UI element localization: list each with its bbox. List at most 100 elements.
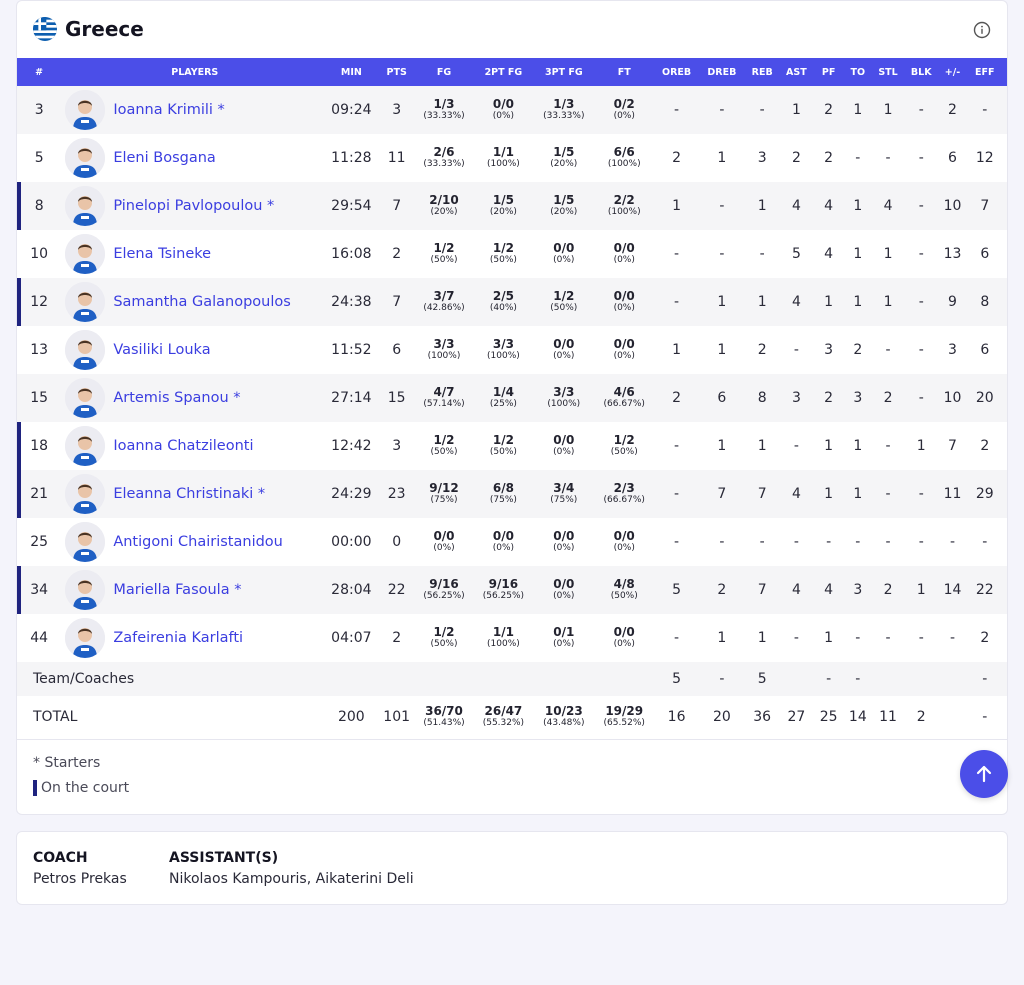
- player-name-link[interactable]: Ioanna Krimili *: [113, 102, 225, 118]
- fg2: 1/5 (20%): [469, 182, 537, 230]
- legend-starters: * Starters: [33, 755, 101, 771]
- player-number: 25: [30, 534, 49, 550]
- points: 2: [392, 246, 402, 262]
- team-stat-reb: 5: [757, 671, 767, 687]
- fg3-percentage: (100%): [547, 399, 581, 409]
- fg3: 0/1 (0%): [538, 614, 590, 662]
- team-coaches-label: Team/Coaches: [33, 671, 135, 687]
- stat-eff: 2: [980, 438, 990, 454]
- fg: 3/7 (42.86%): [419, 278, 469, 326]
- fg2-percentage: (20%): [489, 207, 517, 217]
- stat-blk: 1: [916, 582, 926, 598]
- stat-blk: -: [918, 390, 924, 406]
- on-court-bar-icon: [33, 780, 37, 796]
- total-stat-stl: 11: [879, 709, 897, 726]
- fg2-made-attempted: 1/4: [492, 385, 514, 399]
- scroll-to-top-button[interactable]: [960, 750, 1008, 798]
- fg3-made-attempted: 0/1: [553, 625, 575, 639]
- stat-stl: -: [885, 150, 891, 166]
- stat-reb: 1: [757, 630, 767, 646]
- stat-ast: 3: [791, 390, 801, 406]
- fg-made-attempted: 1/2: [433, 433, 455, 447]
- fg3-percentage: (0%): [553, 447, 575, 457]
- fg3: 0/0 (0%): [538, 566, 590, 614]
- stat-stl: -: [885, 486, 891, 502]
- stat-blk: -: [918, 294, 924, 310]
- fg: 1/3 (33.33%): [419, 86, 469, 134]
- stat-eff: 2: [980, 630, 990, 646]
- fg3-made-attempted: 0/0: [553, 337, 575, 351]
- stat-ast: -: [793, 342, 799, 358]
- legend: * Starters On the court: [33, 755, 129, 796]
- stat-reb: 1: [757, 438, 767, 454]
- box-score-card: Greece # PLAYERS MIN PTS FG 2PT FG 3PT FG FT ORE…: [16, 0, 1008, 815]
- player-name-link[interactable]: Eleanna Christinaki *: [113, 486, 266, 502]
- total-stat-oreb: 16: [667, 709, 686, 726]
- fg-made-attempted: 3/7: [433, 289, 455, 303]
- stat-to: 1: [853, 294, 863, 310]
- stat-to: 3: [853, 390, 863, 406]
- player-name-link[interactable]: Samantha Galanopoulos: [113, 294, 291, 310]
- fg3-percentage: (0%): [553, 543, 575, 553]
- player-cell: Elena Tsineke: [61, 230, 328, 278]
- fg2: 1/1 (100%): [469, 614, 537, 662]
- fg2: 1/2 (50%): [469, 422, 537, 470]
- stat-reb: 1: [757, 198, 767, 214]
- player-name-link[interactable]: Antigoni Chairistanidou: [113, 534, 283, 550]
- stat-to: -: [855, 150, 861, 166]
- fg2: 2/5 (40%): [469, 278, 537, 326]
- player-avatar: [65, 138, 106, 178]
- fg2: 0/0 (0%): [469, 86, 537, 134]
- player-name-link[interactable]: Zafeirenia Karlafti: [113, 630, 244, 646]
- player-name-link[interactable]: Vasiliki Louka: [113, 342, 211, 358]
- stat-pm: 10: [943, 198, 962, 214]
- stat-blk: -: [918, 150, 924, 166]
- table-row: 15 Artemis Spanou * 27:14 15 4/7 (57.14%) 1/4(…: [17, 374, 1007, 422]
- player-cell: Zafeirenia Karlafti: [61, 614, 328, 662]
- minutes: 11:52: [331, 342, 372, 358]
- fg2-percentage: (0%): [492, 543, 515, 553]
- ft: 6/6 (100%): [590, 134, 658, 182]
- player-avatar: [65, 90, 106, 130]
- table-row: 21 Eleanna Christinaki * 24:29 23 9/12 (75%) 6…: [17, 470, 1007, 518]
- stat-pm: 11: [943, 486, 962, 502]
- stat-dreb: -: [719, 246, 725, 262]
- ft-made-attempted: 0/0: [613, 529, 635, 543]
- player-cell: Eleanna Christinaki *: [61, 470, 328, 518]
- fg2-made-attempted: 2/5: [492, 289, 514, 303]
- stat-ast: 4: [791, 486, 801, 502]
- total-stat-dreb: 20: [712, 709, 731, 726]
- column-header: PLAYERS: [171, 66, 219, 78]
- info-icon[interactable]: [973, 21, 991, 39]
- stat-ast: 4: [791, 582, 801, 598]
- column-header: EFF: [975, 66, 995, 78]
- player-name-link[interactable]: Mariella Fasoula *: [113, 582, 242, 598]
- player-name-link[interactable]: Elena Tsineke: [113, 246, 212, 262]
- fg-percentage: (75%): [430, 495, 458, 505]
- stat-blk: -: [918, 534, 924, 550]
- ft: 4/8 (50%): [590, 566, 658, 614]
- total-ft-percentage: (65.52%): [603, 718, 645, 729]
- player-name-link[interactable]: Pinelopi Pavlopoulou *: [113, 198, 275, 214]
- stat-blk: -: [918, 198, 924, 214]
- assistants-names: Nikolaos Kampouris, Aikaterini Deli: [169, 871, 414, 887]
- fg-percentage: (50%): [430, 639, 458, 649]
- stat-reb: 1: [757, 294, 767, 310]
- fg3: 3/4 (75%): [538, 470, 590, 518]
- total-row: TOTAL 200 101 36/70 (51.43%) 26/47 (55.32%) 10/…: [17, 696, 1007, 739]
- total-fg3: 10/23 (43.48%): [538, 696, 590, 739]
- total-fg2: 26/47 (55.32%): [469, 696, 537, 739]
- ft: 0/0 (0%): [590, 518, 658, 566]
- player-name-link[interactable]: Eleni Bosgana: [113, 150, 216, 166]
- column-header: AST: [786, 66, 807, 78]
- stat-pm: 3: [948, 342, 957, 358]
- player-name-link[interactable]: Ioanna Chatzileonti: [113, 438, 254, 454]
- assistants-block: ASSISTANT(S) Nikolaos Kampouris, Aikater…: [169, 850, 414, 887]
- stat-to: 1: [853, 198, 863, 214]
- fg3: 0/0 (0%): [538, 422, 590, 470]
- player-name-link[interactable]: Artemis Spanou *: [113, 390, 241, 406]
- stat-oreb: 2: [672, 150, 682, 166]
- stat-stl: -: [885, 342, 891, 358]
- stat-stl: -: [885, 630, 891, 646]
- fg-made-attempted: 1/2: [433, 241, 455, 255]
